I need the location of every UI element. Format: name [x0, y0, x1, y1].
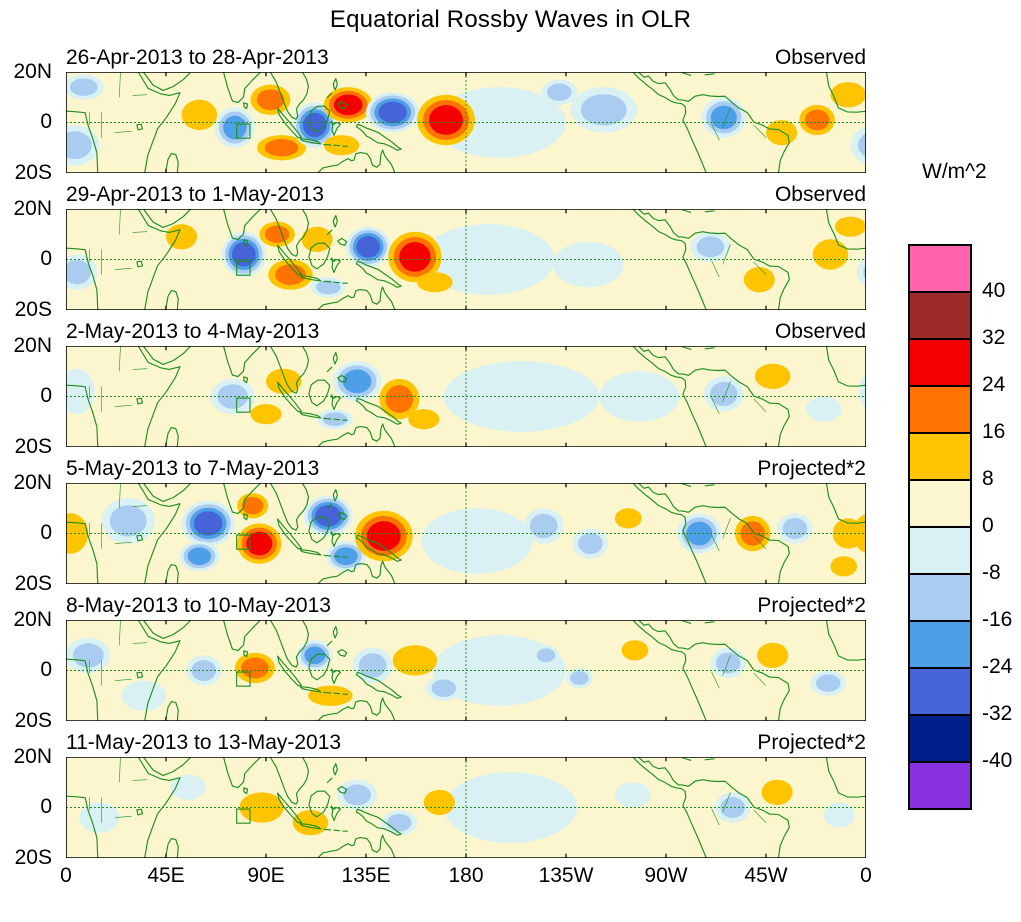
y-axis-labels: 20N 0 20S	[0, 314, 58, 458]
y-axis-tick-label: 0	[40, 521, 52, 544]
y-axis-tick-label: 20N	[13, 60, 52, 83]
panel-row: 20N 0 20S 8-May-2013 to 10-May-2013 Proj…	[13, 588, 866, 732]
panel-date-label: 5-May-2013 to 7-May-2013	[66, 457, 320, 480]
panel-header: 29-Apr-2013 to 1-May-2013 Observed	[66, 177, 866, 209]
colorbar-tick-label: -32	[982, 702, 1013, 725]
colorbar-tick-label: 40	[982, 279, 1006, 302]
panel-row: 20N 0 20S 26-Apr-2013 to 28-Apr-2013 Obs…	[13, 40, 866, 184]
colorbar-tick-label: -16	[982, 608, 1013, 631]
panel-header: 26-Apr-2013 to 28-Apr-2013 Observed	[66, 40, 866, 72]
panel-header: 11-May-2013 to 13-May-2013 Projected*2	[66, 725, 866, 757]
colorbar-cell	[910, 528, 970, 575]
map-panel-1	[66, 72, 866, 173]
panel-row: 20N 0 20S 29-Apr-2013 to 1-May-2013 Obse…	[13, 177, 866, 321]
panel-date-label: 8-May-2013 to 10-May-2013	[66, 594, 331, 617]
x-axis: 0 45E 90E 135E 180 135W 90W 45W 0	[60, 862, 872, 890]
colorbar-tick-label: 0	[982, 514, 994, 537]
x-axis-tick-label: 0	[860, 864, 872, 887]
y-axis-tick-label: 20N	[13, 471, 52, 494]
colorbar-cell	[910, 669, 970, 716]
colorbar-cell	[910, 293, 970, 340]
y-axis-tick-label: 20N	[13, 745, 52, 768]
map-panel-3	[66, 346, 866, 447]
x-axis-tick-label: 0	[60, 864, 72, 887]
x-axis-tick-label: 180	[448, 864, 484, 887]
colorbar-units-label: W/m^2	[922, 160, 987, 183]
y-axis-tick-label: 0	[40, 384, 52, 407]
colorbar-tick-label: 16	[982, 420, 1006, 443]
colorbar-cell	[910, 763, 970, 808]
y-axis-tick-label: 20N	[13, 608, 52, 631]
colorbar	[908, 244, 972, 810]
y-axis-tick-label: 0	[40, 247, 52, 270]
y-axis-tick-label: 20N	[13, 197, 52, 220]
colorbar-tick-label: 32	[982, 326, 1006, 349]
plot-area: 20N 0 20S 26-Apr-2013 to 28-Apr-2013 Obs…	[13, 40, 872, 890]
y-axis-tick-label: 20S	[14, 435, 52, 458]
x-axis-tick-label: 90E	[247, 864, 285, 887]
map-panel-5	[66, 620, 866, 721]
map-panel-6	[66, 757, 866, 858]
y-axis-labels: 20N 0 20S	[0, 40, 58, 184]
x-axis-tick-label: 90W	[644, 864, 688, 887]
y-axis-tick-label: 20N	[13, 334, 52, 357]
colorbar-cell	[910, 716, 970, 763]
colorbar-cell	[910, 387, 970, 434]
colorbar-tick-label: -24	[982, 655, 1013, 678]
panel-row: 20N 0 20S 11-May-2013 to 13-May-2013 Pro…	[13, 725, 866, 869]
y-axis-tick-label: 0	[40, 795, 52, 818]
y-axis-tick-label: 0	[40, 110, 52, 133]
colorbar-tick-label: 8	[982, 467, 994, 490]
panel-row: 20N 0 20S 5-May-2013 to 7-May-2013 Proje…	[13, 451, 866, 595]
colorbar-tick-label: -40	[982, 749, 1013, 772]
map-panel-4	[66, 483, 866, 584]
colorbar-tick-labels: 40 32 24 16 8 0 -8 -16 -24 -32 -40	[982, 244, 1021, 814]
y-axis-tick-label: 20S	[14, 298, 52, 321]
panel-type-label: Observed	[774, 46, 866, 69]
panel-date-label: 11-May-2013 to 13-May-2013	[66, 731, 342, 754]
y-axis-tick-label: 20S	[14, 572, 52, 595]
colorbar-tick-label: 24	[982, 373, 1006, 396]
panel-date-label: 2-May-2013 to 4-May-2013	[66, 320, 320, 343]
y-axis-labels: 20N 0 20S	[0, 725, 58, 869]
colorbar-cell	[910, 481, 970, 528]
panel-type-label: Observed	[774, 183, 866, 206]
panel-header: 8-May-2013 to 10-May-2013 Projected*2	[66, 588, 866, 620]
map-panel-2	[66, 209, 866, 310]
x-axis-tick-label: 45W	[744, 864, 788, 887]
panel-type-label: Projected*2	[757, 457, 866, 480]
panel-date-label: 26-Apr-2013 to 28-Apr-2013	[66, 46, 329, 69]
colorbar-cell	[910, 575, 970, 622]
panel-type-label: Projected*2	[757, 594, 866, 617]
panel-row: 20N 0 20S 2-May-2013 to 4-May-2013 Obser…	[13, 314, 866, 458]
x-axis-tick-label: 135E	[341, 864, 391, 887]
panel-date-label: 29-Apr-2013 to 1-May-2013	[66, 183, 324, 206]
y-axis-labels: 20N 0 20S	[0, 177, 58, 321]
panel-header: 5-May-2013 to 7-May-2013 Projected*2	[66, 451, 866, 483]
colorbar-cell	[910, 622, 970, 669]
y-axis-tick-label: 0	[40, 658, 52, 681]
colorbar-cell	[910, 434, 970, 481]
panel-type-label: Observed	[774, 320, 866, 343]
y-axis-tick-label: 20S	[14, 161, 52, 184]
y-axis-tick-label: 20S	[14, 846, 52, 869]
x-axis-tick-label: 45E	[147, 864, 185, 887]
y-axis-tick-label: 20S	[14, 709, 52, 732]
colorbar-tick-label: -8	[982, 561, 1001, 584]
panel-header: 2-May-2013 to 4-May-2013 Observed	[66, 314, 866, 346]
y-axis-labels: 20N 0 20S	[0, 451, 58, 595]
y-axis-labels: 20N 0 20S	[0, 588, 58, 732]
panel-type-label: Projected*2	[757, 731, 866, 754]
colorbar-cell	[910, 340, 970, 387]
colorbar-cell	[910, 246, 970, 293]
chart-title: Equatorial Rossby Waves in OLR	[329, 6, 692, 33]
x-axis-tick-label: 135W	[538, 864, 594, 887]
